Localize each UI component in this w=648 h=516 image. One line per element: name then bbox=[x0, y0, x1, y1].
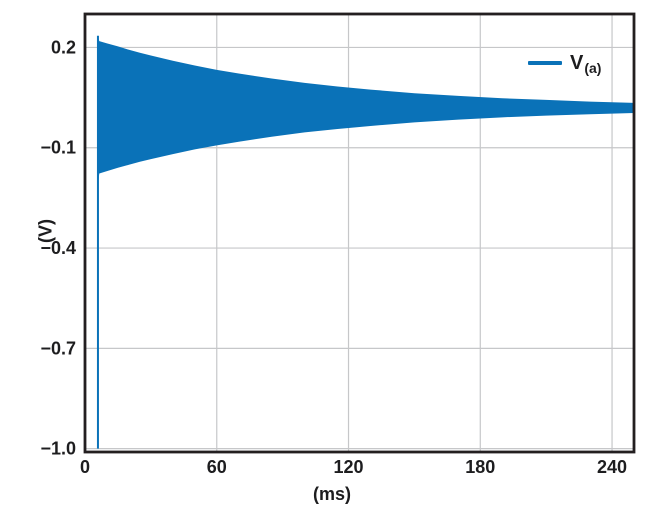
signal-envelope-band bbox=[97, 35, 634, 185]
plot-border bbox=[83, 12, 636, 454]
y-tick-label: −0.7 bbox=[40, 338, 76, 358]
y-tick-label: −1.0 bbox=[40, 439, 76, 459]
y-axis-title: (V) bbox=[35, 219, 56, 243]
x-tick-label: 0 bbox=[80, 457, 90, 477]
y-tick-label: 0.2 bbox=[51, 37, 76, 57]
legend: V (a) bbox=[528, 51, 602, 76]
y-tick-label: −0.4 bbox=[40, 238, 76, 258]
y-tick-label: −0.1 bbox=[40, 138, 76, 158]
legend-label-main: V bbox=[570, 52, 584, 74]
x-tick-label: 120 bbox=[333, 457, 363, 477]
x-tick-label: 180 bbox=[465, 457, 495, 477]
legend-label-sub: (a) bbox=[584, 60, 602, 76]
legend-line-swatch bbox=[528, 61, 562, 65]
x-tick-label: 240 bbox=[597, 457, 627, 477]
x-tick-label: 60 bbox=[207, 457, 227, 477]
x-axis-title: (ms) bbox=[312, 484, 352, 504]
